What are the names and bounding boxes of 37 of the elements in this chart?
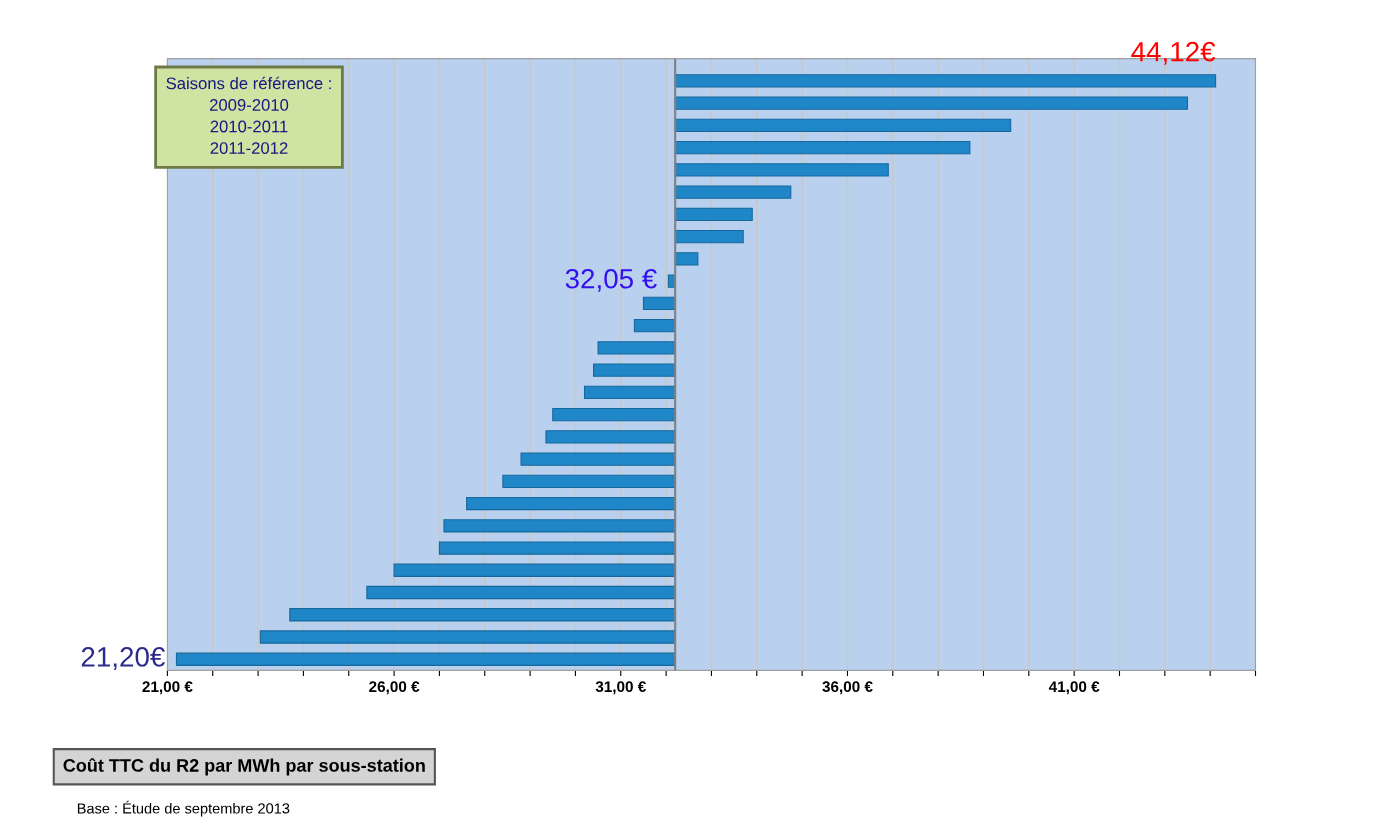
bar [674, 185, 792, 199]
data-label: 21,20€ [81, 647, 165, 671]
x-tick-label: 21,00 € [142, 681, 193, 695]
bar [674, 140, 971, 155]
bar [466, 496, 676, 511]
bar [175, 652, 676, 666]
bar [289, 608, 676, 622]
bar [502, 474, 676, 488]
bar [633, 318, 676, 333]
x-tick-label: 26,00 € [369, 681, 420, 695]
bar [259, 630, 676, 644]
bar [583, 385, 676, 400]
bar [674, 207, 753, 222]
bar [393, 563, 676, 577]
x-tick-label: 31,00 € [595, 681, 646, 695]
bar [674, 118, 1012, 133]
bar [597, 341, 676, 355]
bar [545, 430, 676, 444]
text: Coût TTC du R2 par MWh par sous-station [63, 758, 425, 776]
bar [642, 296, 676, 311]
bar [674, 96, 1189, 110]
bar [674, 163, 889, 177]
text: Base : Étude de septembre 2013 [77, 800, 290, 817]
bar [443, 519, 676, 533]
data-label: 44,12€ [1131, 41, 1216, 65]
x-tick-label: 41,00 € [1048, 681, 1100, 695]
bar [552, 407, 676, 422]
bar [366, 585, 676, 600]
annotation: Saisons de référence : 2009-2010 2010-2011 2011-2012 [166, 76, 331, 154]
x-tick-label: 36,00 € [822, 681, 873, 695]
bar [593, 363, 676, 377]
bar [674, 229, 744, 244]
bar [520, 452, 676, 466]
bar [438, 541, 676, 555]
bar [674, 74, 1217, 88]
data-label: 32,05 € [565, 268, 657, 292]
bar [674, 252, 699, 266]
